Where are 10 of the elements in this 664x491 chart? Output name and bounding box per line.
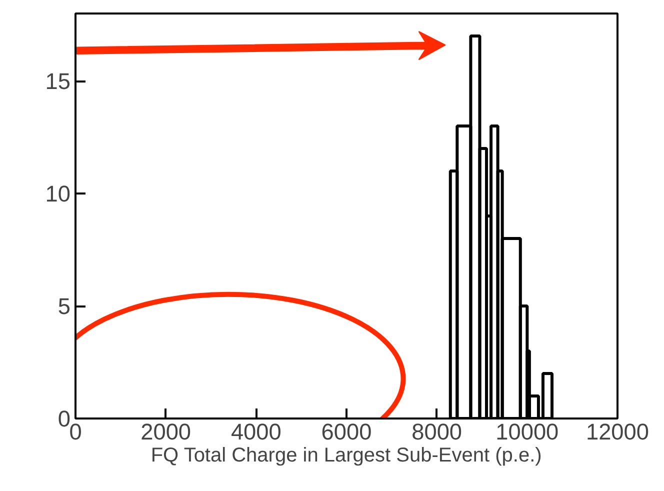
- x-tick-label: 4000: [230, 418, 282, 444]
- x-tick-label: 2000: [140, 418, 192, 444]
- y-tick-label: 15: [45, 68, 70, 94]
- x-tick-label: 10000: [496, 418, 559, 444]
- x-tick-label: 12000: [586, 418, 650, 444]
- x-axis-title: FQ Total Charge in Largest Sub-Event (p.e.): [150, 444, 542, 466]
- x-tick-label: 8000: [412, 418, 462, 444]
- x-tick-label: 6000: [321, 418, 372, 444]
- y-tick-label: 10: [45, 180, 70, 206]
- y-tick-label: 5: [58, 293, 71, 319]
